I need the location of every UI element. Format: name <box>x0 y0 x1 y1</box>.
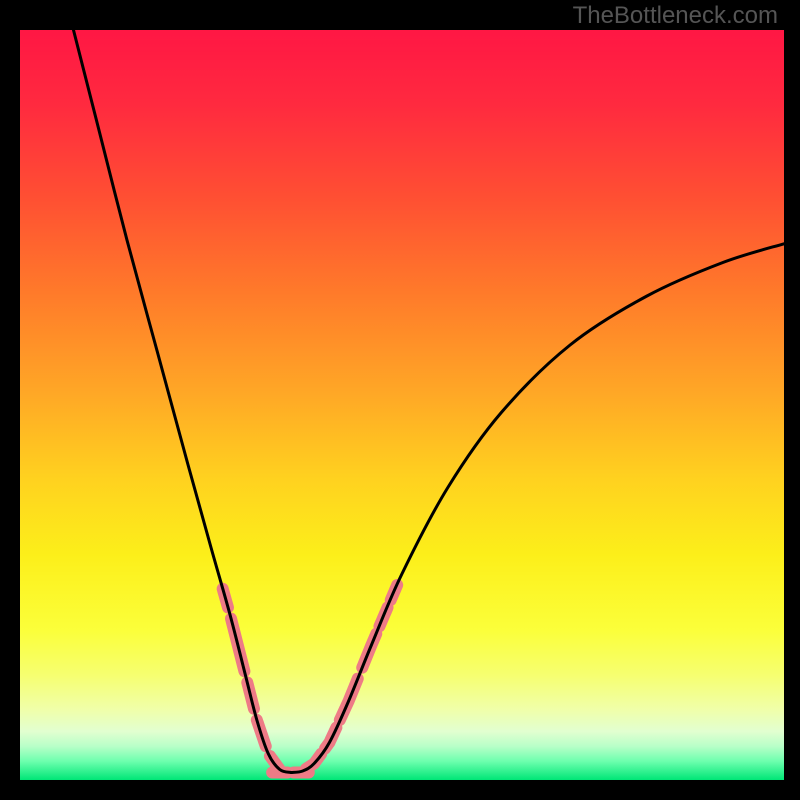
plot-area <box>20 30 784 780</box>
watermark-text: TheBottleneck.com <box>573 2 778 30</box>
curve-right-branch <box>291 244 784 773</box>
bottleneck-curve <box>20 30 784 780</box>
curve-left-branch <box>73 30 291 773</box>
chart-frame: TheBottleneck.com <box>0 0 800 800</box>
